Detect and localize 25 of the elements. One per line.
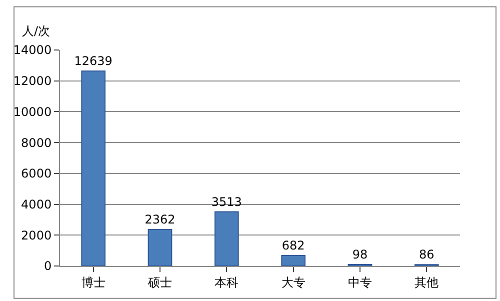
data-label: 682 [282,238,305,252]
x-tick-label: 硕士 [147,275,172,290]
data-label: 2362 [144,212,176,227]
y-tick-label: 10000 [13,104,52,119]
bar [281,254,306,266]
x-tick-label: 本科 [214,275,239,290]
data-label: 98 [352,247,368,262]
y-tick-label: 6000 [21,166,52,181]
y-tick-label: 8000 [21,136,52,150]
data-label: 3513 [211,194,242,209]
y-tick-label: 4000 [21,197,52,212]
x-tick-label: 博士 [81,275,106,290]
y-tick-label: 2000 [21,228,52,242]
data-label: 12639 [74,54,112,68]
y-axis-title: 人/次 [22,24,50,38]
y-tick-label: 14000 [13,43,52,58]
x-tick-label: 其他 [414,275,439,290]
y-tick-label: 12000 [13,74,52,88]
bar [148,229,172,266]
bar [214,211,239,266]
x-tick-label: 中专 [348,275,372,290]
bar [81,70,106,266]
y-tick-label: 0 [44,259,52,274]
data-label: 86 [419,248,434,262]
x-tick-label: 大专 [281,275,306,290]
